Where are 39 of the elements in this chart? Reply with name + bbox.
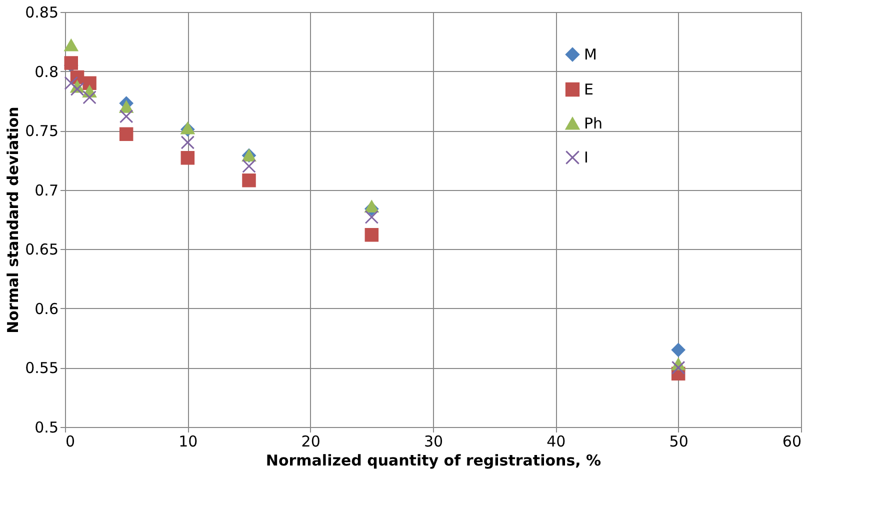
- point: [364, 210, 379, 224]
- point: [671, 343, 686, 357]
- point: [70, 82, 84, 96]
- y-tick-label: 0.75: [25, 122, 58, 140]
- point: [180, 136, 195, 150]
- point: [82, 90, 96, 104]
- x-axis-title: Normalized quantity of registrations, %: [266, 452, 602, 470]
- point: [671, 360, 686, 375]
- x-tick-label: 60: [782, 432, 802, 450]
- x-tick-label: 10: [178, 432, 198, 450]
- x-tick-label: 30: [424, 432, 444, 450]
- y-tick-label: 0.55: [25, 359, 58, 378]
- point: [119, 127, 134, 141]
- point: [119, 100, 134, 113]
- point: [82, 76, 96, 90]
- point: [364, 228, 379, 242]
- x-tick-label: 40: [546, 432, 566, 450]
- legend-label: Ph: [584, 114, 603, 132]
- point: [119, 109, 134, 124]
- point: [64, 76, 78, 90]
- point: [64, 39, 78, 52]
- point: [242, 173, 256, 188]
- x-tick-label: 20: [301, 432, 320, 450]
- point: [180, 150, 195, 165]
- y-tick-label: 0.65: [25, 240, 58, 259]
- y-tick-label: 0.5: [34, 418, 58, 436]
- point: [364, 200, 379, 213]
- legend-label: M: [584, 46, 597, 64]
- y-tick-label: 0.85: [25, 4, 58, 22]
- y-axis-title: Normal standard deviation: [4, 106, 22, 334]
- point: [64, 56, 78, 70]
- point: [242, 159, 256, 174]
- y-tick-label: 0.7: [34, 181, 58, 200]
- legend-label: I: [584, 148, 588, 166]
- x-tick-label: 50: [669, 432, 688, 450]
- x-tick-label: 0: [66, 432, 76, 450]
- y-tick-label: 0.8: [34, 62, 58, 81]
- legend-label: E: [584, 80, 594, 98]
- y-tick-label: 0.6: [34, 300, 58, 318]
